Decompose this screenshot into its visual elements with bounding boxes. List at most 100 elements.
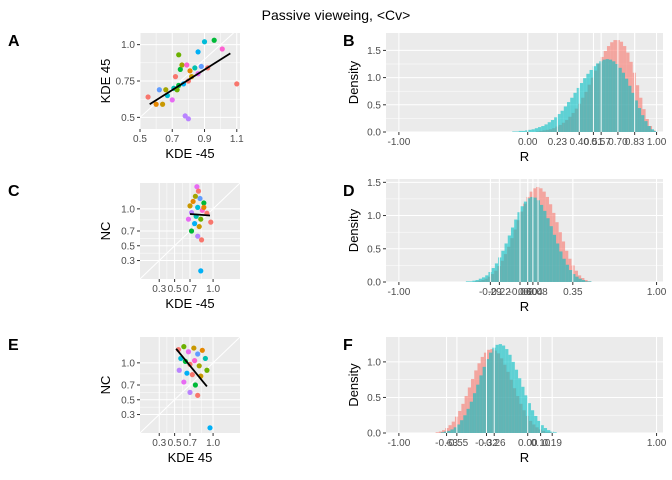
histogram-bar bbox=[465, 281, 470, 282]
histogram-bar bbox=[525, 130, 529, 132]
data-point bbox=[196, 223, 202, 230]
data-point bbox=[184, 62, 190, 68]
panel-letter: B bbox=[343, 33, 355, 50]
histogram-bar bbox=[472, 280, 476, 282]
histogram-bar bbox=[531, 129, 535, 132]
histogram-bar bbox=[514, 369, 519, 433]
x-axis-label: R bbox=[520, 149, 529, 164]
data-point bbox=[184, 370, 190, 376]
data-point bbox=[195, 49, 201, 55]
histogram-bar bbox=[533, 197, 537, 282]
y-tick-label: 0.5 bbox=[121, 113, 135, 124]
y-tick-label: 0.0 bbox=[367, 278, 381, 289]
data-point bbox=[195, 233, 201, 239]
y-tick-label: 1.0 bbox=[367, 73, 381, 84]
y-tick-label: 0.7 bbox=[121, 381, 135, 392]
histogram-bar bbox=[634, 100, 638, 132]
x-axis-label: KDE -45 bbox=[165, 296, 214, 311]
histogram-bar bbox=[456, 424, 461, 433]
histogram-bar bbox=[443, 431, 448, 433]
histogram-bar bbox=[518, 378, 522, 433]
data-point bbox=[201, 200, 207, 206]
y-axis-label: NC bbox=[98, 222, 113, 241]
data-point bbox=[219, 46, 225, 52]
data-point bbox=[208, 219, 214, 225]
histogram-bar bbox=[521, 386, 525, 433]
histogram-bar bbox=[521, 130, 526, 132]
histogram-bar bbox=[581, 280, 586, 282]
data-point bbox=[202, 355, 208, 362]
x-tick-label: 0.35 bbox=[563, 287, 583, 298]
histogram-bar bbox=[588, 281, 592, 282]
panel-letter: D bbox=[343, 183, 355, 200]
x-tick-label: 0.5 bbox=[133, 134, 147, 145]
histogram-bar bbox=[641, 115, 645, 132]
histogram-bar bbox=[481, 277, 486, 282]
histogram-bar bbox=[440, 432, 444, 433]
x-tick-label: 0.04 bbox=[523, 287, 543, 298]
x-axis-label: R bbox=[520, 299, 529, 314]
plot-area bbox=[465, 179, 658, 282]
histogram-bar bbox=[511, 361, 515, 433]
histogram-bar bbox=[583, 78, 587, 132]
data-point bbox=[201, 204, 207, 210]
y-tick-label: 0.3 bbox=[121, 256, 135, 267]
histogram-bar bbox=[585, 281, 589, 282]
histogram-bar bbox=[461, 403, 465, 433]
data-point bbox=[199, 347, 205, 353]
plot-area bbox=[140, 33, 240, 122]
histogram-bar bbox=[453, 427, 457, 433]
y-tick-label: 0.5 bbox=[367, 393, 381, 404]
histogram-bar bbox=[527, 198, 531, 282]
histogram-bar bbox=[553, 432, 557, 433]
x-tick-label: 0.7 bbox=[183, 438, 197, 449]
histogram-bar bbox=[527, 403, 531, 433]
histogram-bar bbox=[515, 131, 519, 132]
histogram-bar bbox=[508, 354, 512, 433]
y-axis-label: Density bbox=[346, 363, 361, 407]
histogram-bar bbox=[570, 97, 574, 132]
y-tick-label: 0.5 bbox=[367, 100, 381, 111]
histogram-bar bbox=[523, 201, 528, 282]
data-point bbox=[159, 101, 166, 107]
x-tick-label: -0.22 bbox=[488, 287, 511, 298]
histogram-bar bbox=[567, 102, 571, 132]
x-tick-label: 1.00 bbox=[647, 287, 667, 298]
histogram-bar bbox=[504, 243, 508, 282]
histogram-bar bbox=[579, 83, 584, 132]
histogram-bar bbox=[464, 396, 468, 433]
data-point bbox=[169, 97, 175, 103]
histogram-bar bbox=[578, 278, 582, 282]
histogram-bar bbox=[469, 281, 473, 282]
data-point bbox=[201, 39, 208, 45]
data-point bbox=[192, 358, 198, 364]
histogram-bar bbox=[586, 73, 590, 132]
histogram-bar bbox=[530, 196, 534, 282]
data-point bbox=[192, 382, 198, 388]
y-tick-label: 1.0 bbox=[367, 211, 381, 222]
panel-d: D -1.00 -0.29-0.22-0.060.000.040.08 0.35 1.0… bbox=[343, 178, 667, 314]
y-tick-label: 0.5 bbox=[367, 244, 381, 255]
fit-line bbox=[175, 348, 208, 388]
data-point bbox=[192, 65, 198, 71]
x-tick-label: -1.00 bbox=[387, 137, 410, 148]
data-point bbox=[153, 101, 159, 107]
x-tick-label: 1.1 bbox=[230, 134, 244, 145]
y-tick-label: 1.0 bbox=[121, 358, 135, 369]
histogram-bar bbox=[466, 408, 470, 433]
data-point bbox=[189, 372, 195, 378]
histogram-bar bbox=[549, 226, 553, 282]
histogram-bar bbox=[560, 110, 564, 132]
histogram-bar bbox=[608, 59, 613, 132]
x-axis-label: KDE -45 bbox=[165, 146, 214, 161]
y-tick-label: 0.5 bbox=[121, 395, 135, 406]
histogram-bar bbox=[447, 430, 451, 433]
histogram-bar bbox=[485, 359, 490, 433]
histogram-bar bbox=[568, 270, 573, 282]
x-tick-label: -0.29 bbox=[479, 287, 502, 298]
x-tick-label: 0.08 bbox=[528, 287, 548, 298]
histogram-bar bbox=[458, 410, 462, 433]
y-axis-label: Density bbox=[346, 208, 361, 252]
histogram-bar bbox=[584, 280, 588, 282]
